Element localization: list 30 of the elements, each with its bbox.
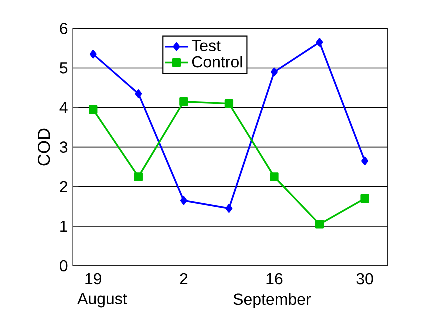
point: [180, 98, 188, 106]
legend-label: Control: [192, 56, 242, 68]
y-tick-label: 3: [60, 142, 68, 153]
x-tick-label: 16: [266, 273, 283, 285]
y-tick-label: 2: [60, 181, 68, 192]
point: [270, 172, 279, 182]
point: [90, 50, 97, 59]
point: [180, 196, 188, 206]
x-tick-label: 19: [86, 273, 102, 285]
point: [271, 68, 278, 77]
text: August: [78, 293, 128, 308]
y-axis-title: COD: [38, 128, 50, 166]
legend-label: Test: [192, 40, 221, 52]
point: [316, 38, 324, 47]
point: [224, 99, 234, 108]
point: [134, 172, 143, 182]
point: [362, 156, 368, 166]
y-tick-label: 6: [60, 23, 68, 34]
y-tick-label: 4: [60, 102, 68, 114]
y-tick-label: 5: [60, 62, 68, 74]
point: [360, 194, 370, 204]
x-tick-label: 2: [180, 273, 188, 285]
point: [315, 220, 324, 229]
text: September: [234, 293, 312, 308]
y-tick-label: 0: [60, 260, 68, 272]
point: [226, 204, 233, 213]
point: [89, 105, 98, 114]
x-tick-label: 30: [356, 273, 374, 285]
y-tick-label: 1: [60, 220, 68, 232]
point: [135, 90, 142, 98]
